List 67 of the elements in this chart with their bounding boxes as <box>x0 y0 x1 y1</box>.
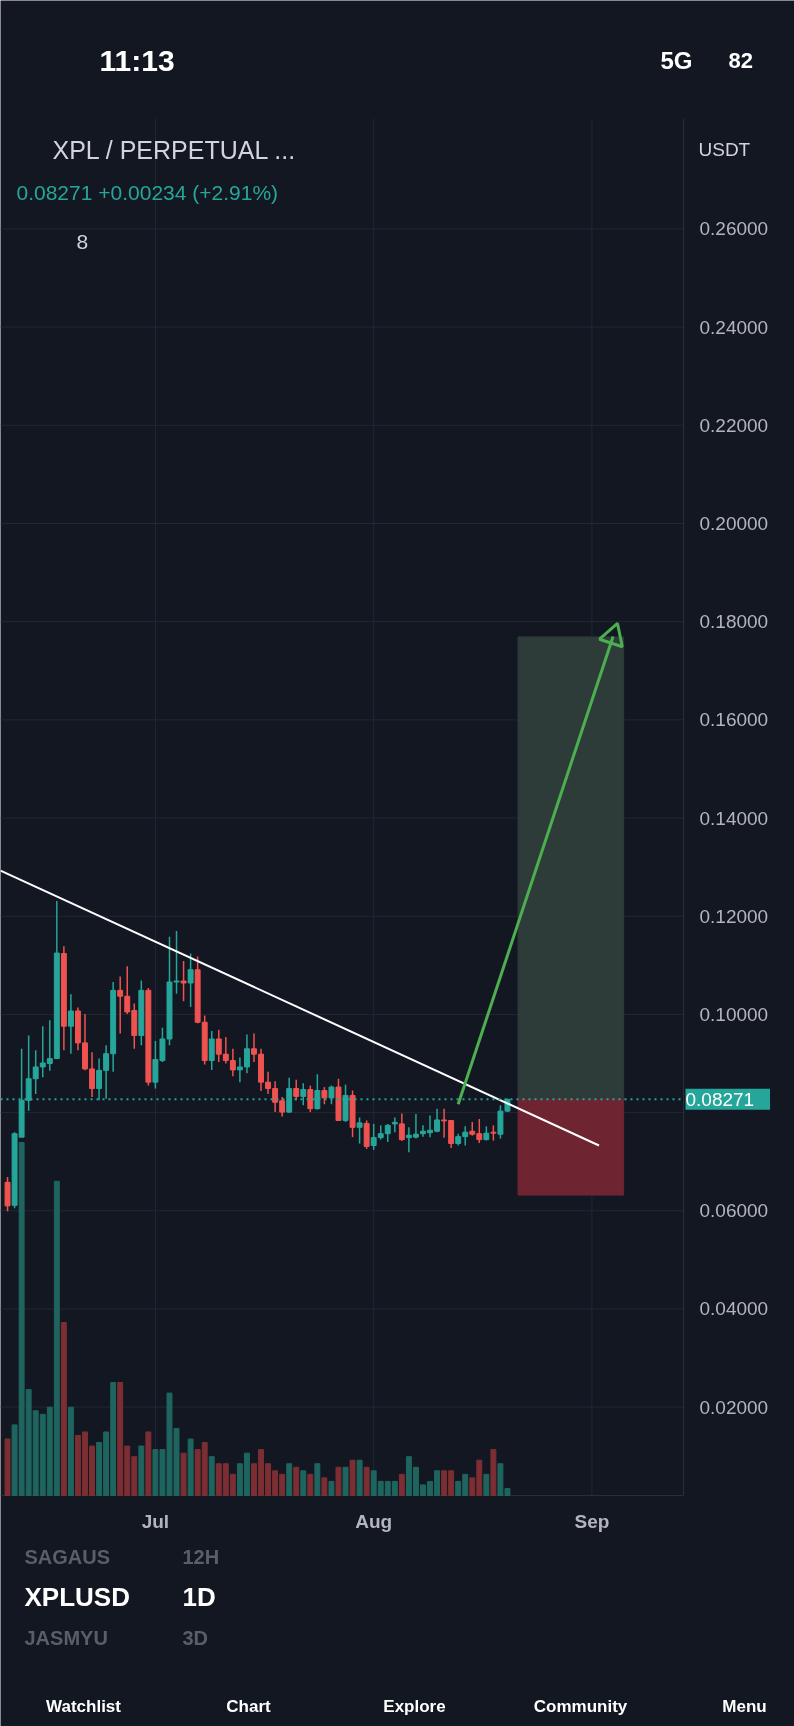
candlestick <box>187 952 194 1008</box>
bar <box>483 1473 490 1496</box>
x-tick-label: Jul <box>141 1511 170 1532</box>
bar <box>138 1445 145 1496</box>
text: 11:13 <box>99 44 175 77</box>
bar <box>342 1466 349 1496</box>
text: Chart <box>226 1697 272 1716</box>
bar <box>145 1431 152 1496</box>
text: XPL / PERPETUAL ... <box>52 135 296 164</box>
candlestick <box>208 1030 215 1071</box>
x-tick-label: Aug <box>355 1511 393 1532</box>
bar <box>321 1477 328 1496</box>
candlestick <box>356 1116 363 1145</box>
bar <box>356 1459 363 1496</box>
y-tick-label: 0.22000 <box>699 414 769 436</box>
text: Explore <box>383 1697 446 1716</box>
y-tick-label: 0.26000 <box>699 218 769 240</box>
y-tick-label: 0.12000 <box>699 905 769 927</box>
bar <box>490 1449 497 1496</box>
candlestick <box>307 1084 314 1113</box>
bar <box>328 1480 335 1496</box>
bar <box>349 1459 356 1496</box>
text: XPLUSD <box>24 1581 130 1612</box>
text: USDT <box>698 139 751 160</box>
bar <box>208 1456 215 1496</box>
bar <box>67 1406 74 1496</box>
text: 1D <box>182 1581 216 1612</box>
candlestick <box>391 1116 398 1133</box>
text: 3D <box>182 1626 209 1649</box>
bar <box>60 1321 67 1496</box>
text: Menu <box>722 1697 767 1716</box>
text: 5G <box>660 47 693 74</box>
text: JASMYU <box>24 1626 108 1649</box>
bar <box>363 1466 370 1496</box>
candlestick <box>398 1112 405 1142</box>
y-tick-label: 0.02000 <box>699 1396 769 1418</box>
y-tick-label: 0.24000 <box>699 316 769 338</box>
y-tick-label: 0.06000 <box>699 1200 769 1222</box>
y-tick-label: 0.16000 <box>699 709 769 731</box>
bar <box>335 1466 342 1496</box>
candlestick <box>363 1119 370 1150</box>
bar <box>398 1473 405 1496</box>
bar <box>293 1466 300 1496</box>
text: 0.08271 +0.00234 (+2.91%) <box>16 181 279 204</box>
bar <box>286 1463 293 1496</box>
text: 82 <box>728 48 753 73</box>
bar <box>307 1473 314 1496</box>
text: 12H <box>182 1545 220 1568</box>
bar <box>314 1463 321 1496</box>
candlestick <box>4 1176 11 1213</box>
text: Community <box>533 1697 628 1716</box>
text: SAGAUS <box>24 1545 111 1568</box>
bar <box>300 1470 307 1496</box>
y-tick-label: 0.04000 <box>699 1298 769 1320</box>
bar <box>180 1452 187 1496</box>
candlestick <box>180 960 187 1002</box>
text: Watchlist <box>46 1697 122 1716</box>
ref-line-label: 0.08271 <box>685 1088 755 1110</box>
annotation: 8 <box>76 229 89 253</box>
candlestick <box>67 993 74 1055</box>
y-tick-label: 0.20000 <box>699 513 769 534</box>
x-tick-label: Sep <box>574 1511 610 1532</box>
bar <box>4 1438 11 1496</box>
y-tick-label: 0.10000 <box>699 1003 769 1025</box>
y-tick-label: 0.14000 <box>699 807 769 829</box>
bar <box>187 1438 194 1496</box>
y-tick-label: 0.18000 <box>699 611 769 633</box>
